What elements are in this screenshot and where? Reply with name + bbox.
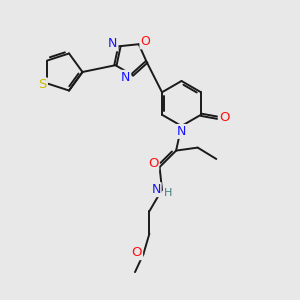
Text: N: N	[177, 125, 186, 138]
Text: S: S	[38, 79, 47, 92]
Text: H: H	[164, 188, 172, 198]
Text: O: O	[148, 157, 158, 170]
Text: N: N	[108, 37, 118, 50]
Text: N: N	[151, 183, 161, 196]
Text: O: O	[132, 246, 142, 259]
Text: N: N	[121, 71, 130, 84]
Text: O: O	[219, 111, 229, 124]
Text: O: O	[140, 35, 150, 48]
